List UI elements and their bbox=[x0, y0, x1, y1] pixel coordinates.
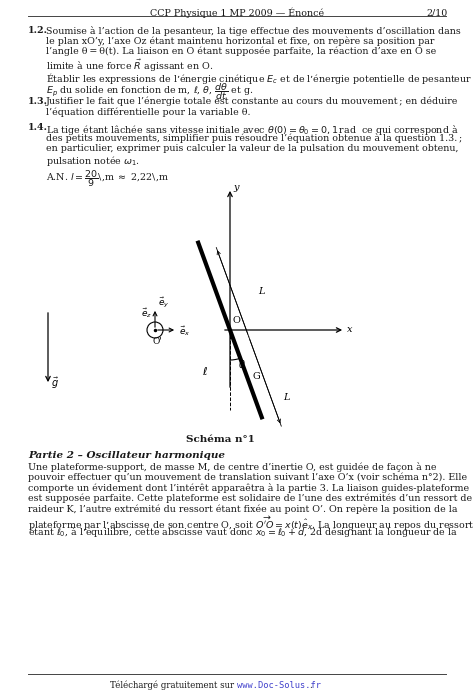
Text: plateforme par l’abscisse de son centre O, soit $\overrightarrow{O'O}=x(t)\hat{e: plateforme par l’abscisse de son centre … bbox=[28, 514, 474, 532]
Text: Téléchargé gratuitement sur: Téléchargé gratuitement sur bbox=[110, 681, 237, 690]
Text: .: . bbox=[309, 681, 312, 690]
Text: www.Doc-Solus.fr: www.Doc-Solus.fr bbox=[237, 681, 321, 690]
Text: L: L bbox=[258, 287, 264, 296]
Text: des petits mouvements, simplifier puis résoudre l’équation obtenue à la question: des petits mouvements, simplifier puis r… bbox=[46, 134, 462, 143]
Text: Soumise à l’action de la pesanteur, la tige effectue des mouvements d’oscillatio: Soumise à l’action de la pesanteur, la t… bbox=[46, 26, 461, 36]
Text: $\vec{e}_z$: $\vec{e}_z$ bbox=[141, 306, 152, 319]
Text: $\vec{g}$: $\vec{g}$ bbox=[51, 376, 59, 391]
Text: $\ell$: $\ell$ bbox=[202, 365, 208, 377]
Text: $E_p$ du solide en fonction de m, $\ell$, $\theta$, $\dfrac{d\theta}{dt}$ et g.: $E_p$ du solide en fonction de m, $\ell$… bbox=[46, 81, 254, 102]
Text: L: L bbox=[283, 393, 290, 402]
Text: Schéma n°1: Schéma n°1 bbox=[185, 435, 255, 444]
Text: La tige étant lâchée sans vitesse initiale avec $\theta(0)=\theta_0=0,1$ rad  ce: La tige étant lâchée sans vitesse initia… bbox=[46, 123, 458, 137]
Text: 2/10: 2/10 bbox=[427, 8, 448, 17]
Text: est supposée parfaite. Cette plateforme est solidaire de l’une des extrémités d’: est supposée parfaite. Cette plateforme … bbox=[28, 493, 472, 503]
Text: l’angle θ = θ(t). La liaison en O étant supposée parfaite, la réaction d’axe en : l’angle θ = θ(t). La liaison en O étant … bbox=[46, 47, 436, 56]
Text: l’équation différentielle pour la variable θ.: l’équation différentielle pour la variab… bbox=[46, 107, 250, 117]
Text: pouvoir effectuer qu’un mouvement de translation suivant l’axe O’x (voir schéma : pouvoir effectuer qu’un mouvement de tra… bbox=[28, 473, 467, 482]
Text: pulsation notée $\omega_1$.: pulsation notée $\omega_1$. bbox=[46, 155, 140, 168]
Text: Une plateforme-support, de masse M, de centre d’inertie O, est guidée de façon à: Une plateforme-support, de masse M, de c… bbox=[28, 462, 437, 472]
Text: $\vec{e}_y$: $\vec{e}_y$ bbox=[158, 296, 170, 310]
Text: CCP Physique 1 MP 2009 — Énoncé: CCP Physique 1 MP 2009 — Énoncé bbox=[150, 8, 324, 19]
Text: Établir les expressions de l’énergie cinétique $E_c$ et de l’énergie potentielle: Établir les expressions de l’énergie cin… bbox=[46, 71, 472, 86]
Text: A.N. $l = \dfrac{20}{9}$\,m $\approx$ 2,22\,m: A.N. $l = \dfrac{20}{9}$\,m $\approx$ 2,… bbox=[46, 168, 169, 189]
Text: 1.4.: 1.4. bbox=[28, 123, 48, 132]
Text: O': O' bbox=[153, 337, 163, 346]
Text: y: y bbox=[233, 183, 238, 192]
Text: $\theta$: $\theta$ bbox=[238, 358, 246, 370]
Text: G: G bbox=[253, 372, 261, 381]
Text: limite à une force $\vec{R}$ agissant en O.: limite à une force $\vec{R}$ agissant en… bbox=[46, 58, 213, 74]
Text: étant $\ell_0$, à l’équilibre, cette abscisse vaut donc $x_0=\ell_0+d$, 2d désig: étant $\ell_0$, à l’équilibre, cette abs… bbox=[28, 525, 458, 539]
Text: raideur K, l’autre extrémité du ressort étant fixée au point O’. On repère la po: raideur K, l’autre extrémité du ressort … bbox=[28, 504, 457, 514]
Text: comporte un évidement dont l’intérêt apparaêtra à la partie 3. La liaison guides: comporte un évidement dont l’intérêt app… bbox=[28, 483, 469, 493]
Text: $\vec{e}_x$: $\vec{e}_x$ bbox=[179, 324, 191, 338]
Text: Justifier le fait que l’énergie totale est constante au cours du mouvement ; en : Justifier le fait que l’énergie totale e… bbox=[46, 97, 458, 106]
Text: Partie 2 – Oscillateur harmonique: Partie 2 – Oscillateur harmonique bbox=[28, 451, 225, 460]
Text: 1.2.: 1.2. bbox=[28, 26, 48, 35]
Text: x: x bbox=[347, 325, 353, 334]
Text: 1.3.: 1.3. bbox=[28, 97, 48, 106]
Text: en particulier, exprimer puis calculer la valeur de la pulsation du mouvement ob: en particulier, exprimer puis calculer l… bbox=[46, 144, 458, 153]
Text: O: O bbox=[233, 316, 241, 325]
Text: le plan xO’y, l’axe Oz étant maintenu horizontal et fixe, on repère sa position : le plan xO’y, l’axe Oz étant maintenu ho… bbox=[46, 36, 434, 46]
